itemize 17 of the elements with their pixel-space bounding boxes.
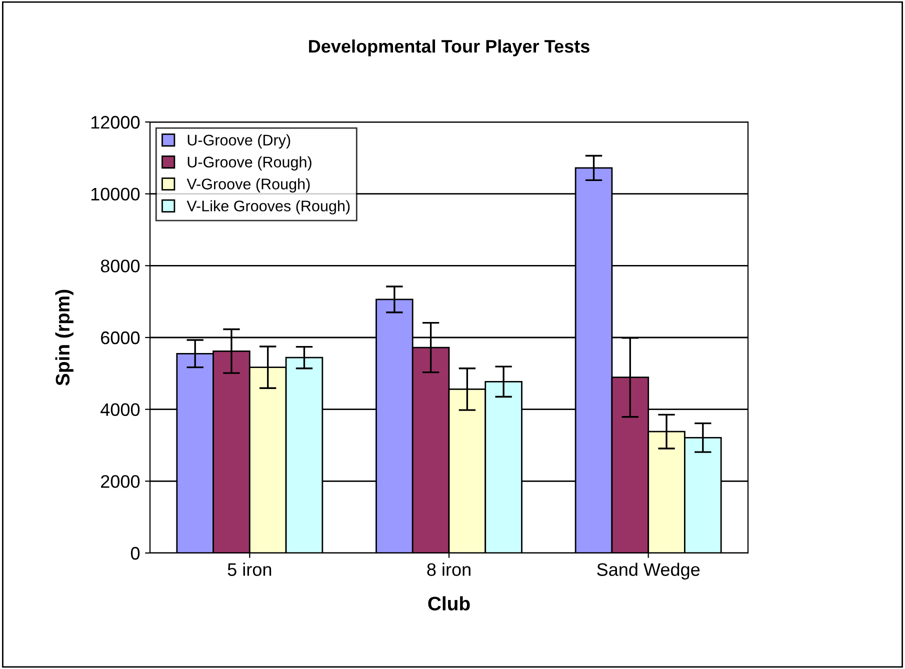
y-tick-label: 12000 (91, 116, 140, 129)
y-tick-label: 4000 (100, 403, 140, 416)
y-tick-label: 10000 (91, 188, 140, 201)
legend-label: U-Groove (Dry) (188, 134, 290, 149)
legend-label: V-Groove (Rough) (186, 178, 310, 192)
y-tick-label: 2000 (101, 475, 140, 488)
legend-label: U-Groove (Rough) (188, 156, 312, 171)
legend-label: V-Like Grooves (Rough) (186, 200, 350, 214)
x-tick-label: Sand Wedge (597, 562, 700, 580)
x-tick-label: 5 iron (228, 562, 272, 576)
chart-title: Developmental Tour Player Tests (309, 39, 590, 56)
y-axis-title: Spin (rpm) (55, 290, 74, 386)
y-tick-label: 8000 (100, 260, 140, 272)
y-tick-label: 6000 (101, 331, 140, 344)
x-axis-title: Club (428, 596, 470, 611)
x-tick-label: 8 iron (427, 562, 470, 576)
y-tick-label: 0 (130, 546, 140, 560)
